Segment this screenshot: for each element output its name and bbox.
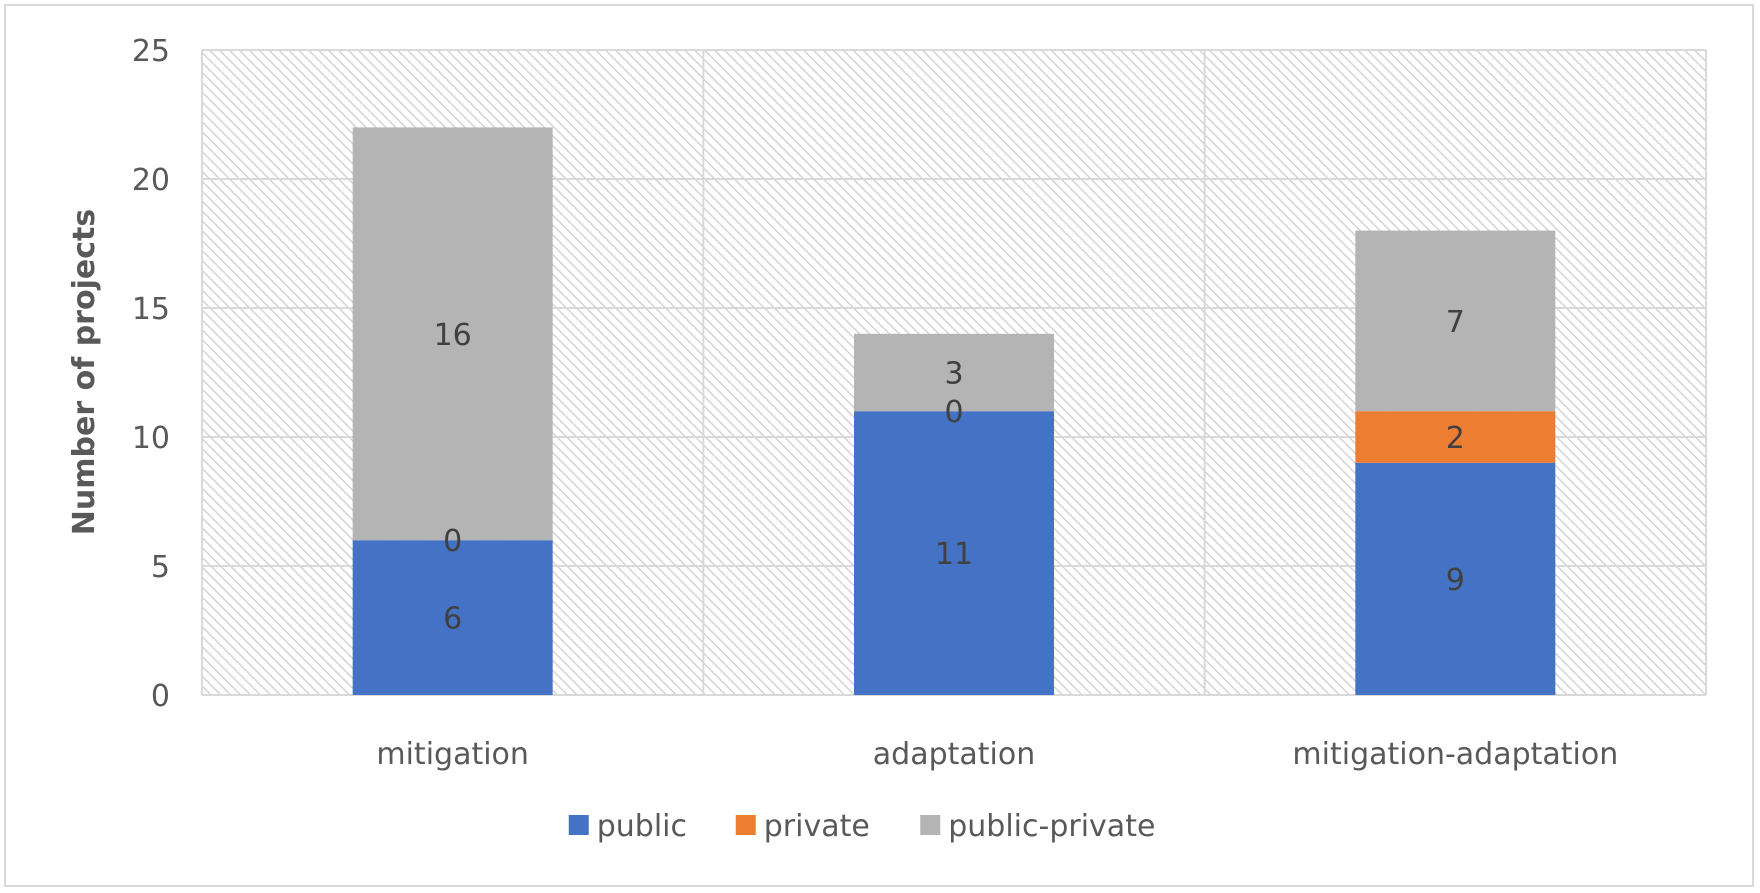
- legend: public private public-private: [568, 809, 1155, 844]
- x-axis: mitigation adaptation mitigation-adaptatio…: [376, 737, 1618, 772]
- bar-public-private: [854, 333, 1054, 412]
- bar-public: [854, 411, 1054, 695]
- legend-label-private: private: [764, 809, 870, 844]
- bar-public: [352, 540, 553, 695]
- chart-frame: 6 0 16 11 0 3 9 2 7 0 5 10 15 20 25 mitigation adaptat…: [4, 4, 1754, 887]
- data-label-private: 2: [1446, 421, 1465, 456]
- y-tick-label: 5: [151, 550, 170, 585]
- y-axis: 0 5 10 15 20 25: [132, 34, 170, 714]
- data-label-public-private: 16: [434, 318, 472, 353]
- data-label-public: 11: [935, 537, 973, 572]
- bar-public: [1355, 462, 1556, 695]
- bar-public-private: [1355, 230, 1556, 412]
- data-label-public-private: 3: [944, 357, 963, 392]
- bar-private: [1355, 411, 1556, 463]
- x-category-label: mitigation-adaptation: [1292, 737, 1618, 772]
- bars: [352, 127, 1556, 695]
- data-label-public-private: 7: [1446, 305, 1465, 340]
- legend-label-public-private: public-private: [948, 809, 1155, 844]
- data-label-public: 6: [443, 602, 462, 637]
- legend-swatch-private: [735, 815, 756, 835]
- data-label-public: 9: [1446, 563, 1465, 598]
- y-tick-label: 15: [132, 292, 170, 327]
- x-category-label: adaptation: [873, 737, 1035, 772]
- y-tick-label: 20: [132, 163, 170, 198]
- data-label-private: 0: [944, 395, 963, 430]
- legend-label-public: public: [597, 809, 687, 844]
- y-tick-label: 0: [151, 679, 170, 714]
- y-axis-title: Number of projects: [67, 209, 102, 535]
- y-tick-label: 25: [132, 34, 170, 69]
- data-label-private: 0: [443, 524, 462, 559]
- bar-public-private: [352, 127, 553, 541]
- y-tick-label: 10: [132, 421, 170, 456]
- legend-swatch-public-private: [920, 815, 941, 835]
- x-category-label: mitigation: [376, 737, 529, 772]
- legend-swatch-public: [568, 815, 589, 835]
